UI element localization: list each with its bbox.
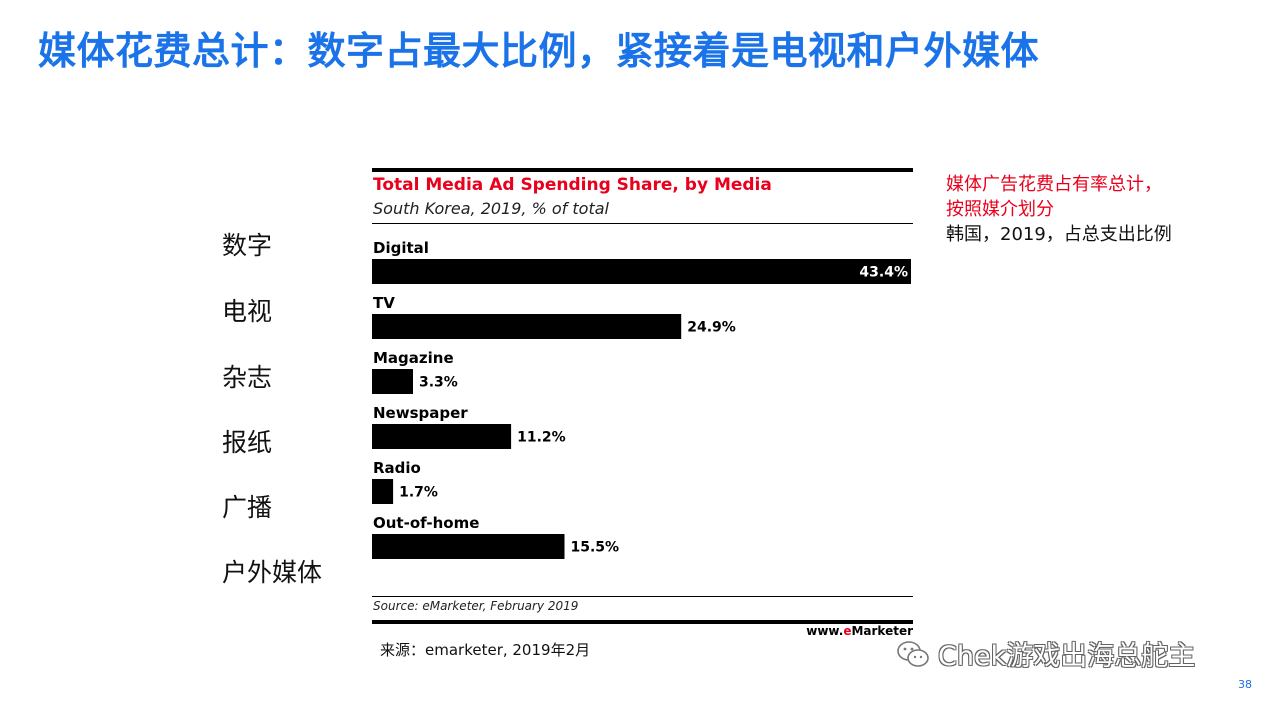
- chart-panel: Total Media Ad Spending Share, by Media …: [372, 168, 913, 638]
- bar-label-newspaper: Newspaper: [373, 404, 468, 422]
- chart-bottom-rule: [372, 596, 913, 597]
- side-note-line3: 韩国，2019，占总支出比例: [946, 224, 1172, 245]
- cn-label-tv: 电视: [222, 297, 273, 326]
- chart-top-rule: [372, 168, 913, 172]
- bar-label-magazine: Magazine: [373, 349, 454, 367]
- bar-newspaper: [372, 424, 512, 449]
- value-label-tv: 24.9%: [687, 320, 736, 336]
- brand-rest: Marketer: [851, 624, 913, 638]
- value-label-digital: 43.4%: [859, 265, 908, 281]
- cn-label-newspaper: 报纸: [222, 428, 273, 457]
- side-note-line1: 媒体广告花费占有率总计，: [946, 174, 1162, 195]
- value-label-out-of-home: 15.5%: [571, 540, 620, 556]
- bar-radio: [372, 479, 394, 504]
- value-label-radio: 1.7%: [399, 485, 438, 501]
- side-note-line2: 按照媒介划分: [946, 199, 1054, 220]
- brand-prefix: www.: [806, 624, 844, 638]
- bar-out-of-home: [372, 534, 565, 559]
- chart-title: Total Media Ad Spending Share, by Media: [373, 175, 772, 195]
- bar-chart: Digital 43.4% TV 24.9% Magazine 3.3% Newspaper…: [372, 239, 911, 559]
- value-label-magazine: 3.3%: [419, 375, 458, 391]
- chart-subtitle: South Korea, 2019, % of total: [373, 199, 609, 218]
- cn-label-radio: 广播: [222, 493, 273, 522]
- source-caption: 来源：emarketer, 2019年2月: [380, 641, 591, 659]
- bar-tv: [372, 314, 682, 339]
- chart-title-rule: [372, 223, 913, 224]
- wechat-icon: [897, 640, 929, 667]
- brand-e: e: [843, 624, 852, 638]
- bar-digital: [372, 259, 911, 284]
- bar-label-tv: TV: [373, 294, 395, 312]
- cn-label-out-of-home: 户外媒体: [222, 558, 323, 587]
- emarketer-logo: www.eMarketer: [806, 624, 913, 638]
- bar-magazine: [372, 369, 413, 394]
- chart-source: Source: eMarketer, February 2019: [373, 599, 579, 613]
- cn-label-magazine: 杂志: [222, 363, 273, 392]
- bar-label-radio: Radio: [373, 459, 421, 477]
- page-number: 38: [1238, 678, 1252, 691]
- side-note: 媒体广告花费占有率总计， 按照媒介划分 韩国，2019，占总支出比例: [946, 172, 1172, 247]
- chart-footer-rule: [372, 620, 913, 624]
- bar-label-digital: Digital: [373, 239, 429, 257]
- bar-label-out-of-home: Out-of-home: [373, 514, 479, 532]
- value-label-newspaper: 11.2%: [517, 430, 566, 446]
- watermark: Chek游戏出海总舵主: [896, 634, 1195, 673]
- slide-title: 媒体花费总计：数字占最大比例，紧接着是电视和户外媒体: [38, 29, 1040, 73]
- watermark-text: Chek游戏出海总舵主: [938, 641, 1196, 672]
- cn-label-digital: 数字: [222, 231, 273, 260]
